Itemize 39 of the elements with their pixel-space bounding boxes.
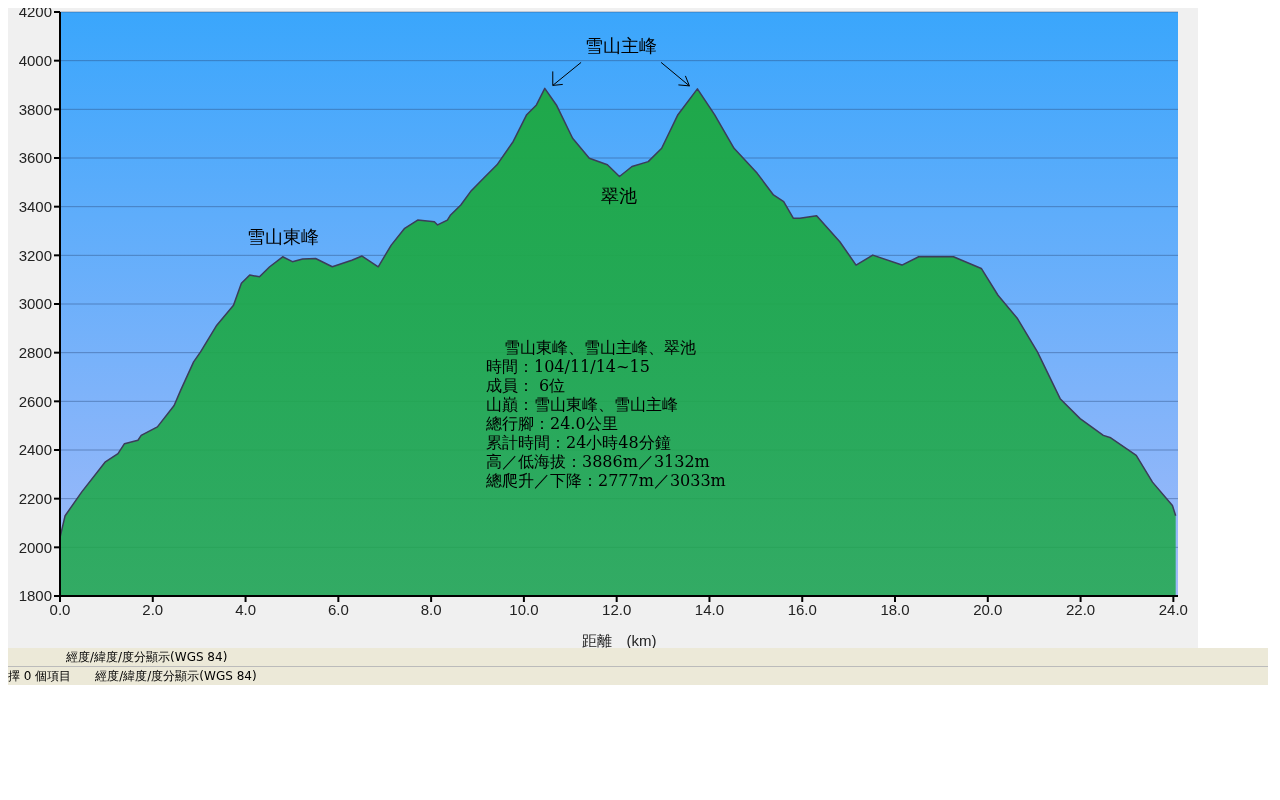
annotation: 雪山東峰、雪山主峰、翠池 — [503, 338, 697, 357]
x-tick-label: 14.0 — [694, 600, 725, 618]
annotation: 時間：104/11/14~15 — [486, 357, 651, 376]
x-tick-label: 2.0 — [142, 600, 164, 618]
annotation: 總行腳：24.0公里 — [486, 414, 619, 433]
x-tick-label: 4.0 — [235, 600, 256, 618]
annotation: 成員： 6位 — [486, 376, 567, 395]
y-tick-label: 2400 — [18, 441, 52, 459]
y-tick-label: 3200 — [18, 246, 52, 264]
y-tick-label: 3800 — [18, 100, 52, 118]
y-tick-label: 3400 — [18, 197, 52, 215]
y-tick-label: 2800 — [18, 343, 52, 361]
y-tick-label: 3600 — [18, 149, 52, 167]
x-tick-label: 24.0 — [1158, 600, 1188, 618]
x-tick-label: 8.0 — [420, 600, 442, 618]
x-tick-label: 16.0 — [787, 600, 817, 618]
x-tick-label: 18.0 — [880, 600, 910, 618]
annotation: 總爬升／下降：2777m／3033m — [486, 471, 726, 490]
y-tick-label: 2600 — [18, 392, 52, 410]
text: 經度/緯度/度分顯示(WGS 84) — [95, 668, 257, 685]
x-tick-label: 6.0 — [327, 600, 349, 618]
x-tick-label: 20.0 — [973, 600, 1003, 618]
text: 經度/緯度/度分顯示(WGS 84) — [8, 648, 1268, 667]
y-tick-label: 1800 — [18, 587, 52, 605]
y-tick-label: 3000 — [18, 295, 52, 313]
x-tick-label: 10.0 — [509, 600, 539, 618]
y-tick-label: 4000 — [18, 51, 52, 69]
text: 擇 0 個項目 — [8, 668, 72, 685]
annotation: 翠池 — [601, 185, 638, 207]
annotation: 雪山東峰 — [246, 225, 319, 247]
x-tick-label: 22.0 — [1065, 600, 1096, 618]
annotation: 山巔：雪山東峰、雪山主峰 — [486, 395, 679, 414]
annotation: 累計時間：24小時48分鐘 — [486, 433, 672, 452]
y-tick-label: 2000 — [18, 538, 52, 556]
y-tick-label: 2200 — [18, 489, 52, 507]
annotation: 雪山主峰 — [585, 35, 658, 57]
x-tick-label: 0.0 — [49, 600, 71, 618]
x-tick-label: 12.0 — [602, 600, 632, 618]
annotation: 高／低海拔：3886m／3132m — [486, 452, 711, 471]
